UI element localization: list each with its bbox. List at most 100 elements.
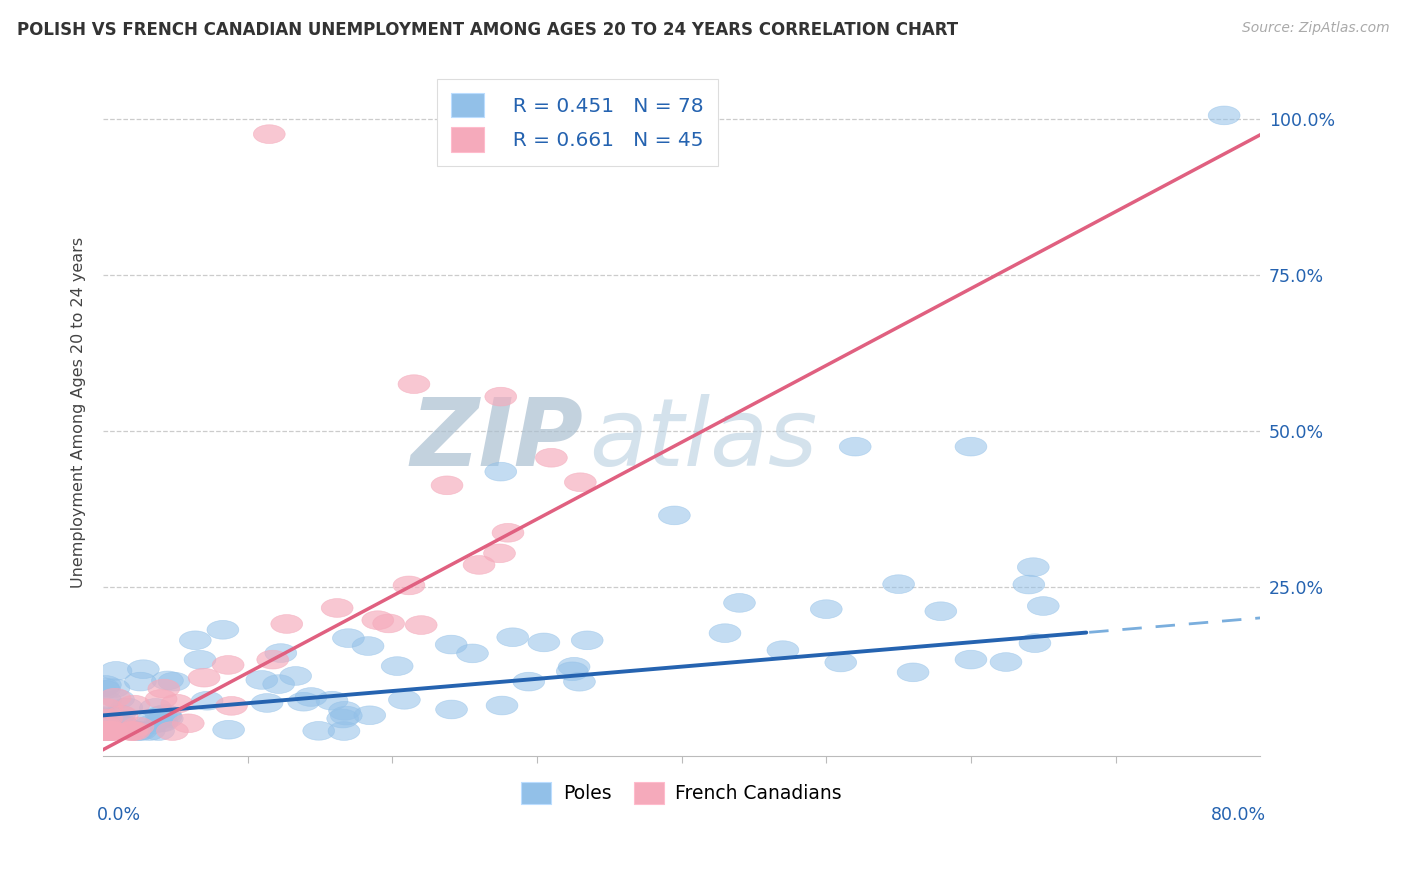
Ellipse shape — [108, 717, 141, 736]
Text: atlas: atlas — [589, 394, 817, 485]
Ellipse shape — [398, 375, 430, 393]
Ellipse shape — [156, 722, 188, 740]
Ellipse shape — [709, 624, 741, 642]
Ellipse shape — [180, 631, 211, 649]
Ellipse shape — [122, 717, 153, 736]
Ellipse shape — [1028, 597, 1059, 615]
Ellipse shape — [191, 691, 224, 710]
Text: 80.0%: 80.0% — [1211, 805, 1265, 823]
Ellipse shape — [93, 722, 125, 740]
Ellipse shape — [394, 576, 425, 595]
Ellipse shape — [810, 599, 842, 618]
Ellipse shape — [354, 706, 385, 724]
Ellipse shape — [94, 722, 127, 740]
Ellipse shape — [115, 722, 146, 740]
Ellipse shape — [825, 653, 856, 672]
Ellipse shape — [152, 709, 183, 728]
Ellipse shape — [571, 631, 603, 649]
Ellipse shape — [117, 722, 148, 740]
Ellipse shape — [93, 722, 125, 740]
Ellipse shape — [160, 694, 193, 713]
Ellipse shape — [897, 663, 929, 681]
Ellipse shape — [87, 722, 120, 740]
Ellipse shape — [1018, 558, 1049, 576]
Ellipse shape — [381, 657, 413, 675]
Ellipse shape — [91, 722, 122, 740]
Ellipse shape — [122, 722, 155, 740]
Ellipse shape — [212, 656, 245, 674]
Ellipse shape — [529, 633, 560, 652]
Ellipse shape — [373, 614, 405, 632]
Ellipse shape — [557, 662, 588, 681]
Ellipse shape — [513, 673, 544, 691]
Ellipse shape — [146, 713, 179, 732]
Ellipse shape — [955, 650, 987, 669]
Ellipse shape — [1019, 634, 1050, 653]
Ellipse shape — [184, 650, 217, 669]
Ellipse shape — [1208, 106, 1240, 125]
Ellipse shape — [134, 722, 165, 740]
Ellipse shape — [326, 709, 359, 728]
Ellipse shape — [89, 722, 120, 740]
Ellipse shape — [118, 695, 150, 714]
Ellipse shape — [215, 697, 247, 715]
Ellipse shape — [536, 449, 567, 467]
Ellipse shape — [955, 437, 987, 456]
Text: Source: ZipAtlas.com: Source: ZipAtlas.com — [1241, 21, 1389, 35]
Ellipse shape — [436, 700, 467, 719]
Ellipse shape — [135, 715, 167, 734]
Ellipse shape — [89, 722, 120, 740]
Ellipse shape — [125, 673, 156, 691]
Ellipse shape — [111, 698, 142, 717]
Ellipse shape — [93, 722, 124, 740]
Ellipse shape — [457, 644, 488, 663]
Ellipse shape — [321, 599, 353, 617]
Ellipse shape — [97, 722, 128, 740]
Ellipse shape — [883, 574, 914, 593]
Ellipse shape — [149, 705, 181, 723]
Ellipse shape — [658, 506, 690, 524]
Text: POLISH VS FRENCH CANADIAN UNEMPLOYMENT AMONG AGES 20 TO 24 YEARS CORRELATION CHA: POLISH VS FRENCH CANADIAN UNEMPLOYMENT A… — [17, 21, 957, 38]
Ellipse shape — [564, 673, 595, 691]
Ellipse shape — [87, 722, 120, 740]
Ellipse shape — [96, 722, 128, 740]
Ellipse shape — [118, 722, 150, 740]
Y-axis label: Unemployment Among Ages 20 to 24 years: Unemployment Among Ages 20 to 24 years — [72, 236, 86, 588]
Ellipse shape — [90, 691, 121, 710]
Ellipse shape — [139, 698, 172, 717]
Ellipse shape — [463, 556, 495, 574]
Ellipse shape — [150, 707, 181, 726]
Ellipse shape — [271, 615, 302, 633]
Ellipse shape — [89, 708, 120, 727]
Ellipse shape — [104, 705, 135, 723]
Ellipse shape — [90, 709, 122, 728]
Ellipse shape — [90, 716, 122, 735]
Ellipse shape — [128, 660, 159, 679]
Ellipse shape — [103, 714, 134, 733]
Ellipse shape — [263, 674, 295, 693]
Ellipse shape — [105, 714, 138, 732]
Ellipse shape — [436, 635, 467, 654]
Ellipse shape — [93, 722, 125, 740]
Ellipse shape — [839, 437, 872, 456]
Ellipse shape — [157, 673, 190, 691]
Ellipse shape — [405, 615, 437, 634]
Ellipse shape — [485, 387, 516, 406]
Ellipse shape — [388, 690, 420, 709]
Ellipse shape — [264, 644, 297, 663]
Ellipse shape — [87, 722, 120, 740]
Ellipse shape — [98, 689, 131, 707]
Ellipse shape — [252, 694, 283, 713]
Ellipse shape — [328, 722, 360, 740]
Ellipse shape — [100, 662, 132, 681]
Ellipse shape — [485, 462, 516, 481]
Ellipse shape — [212, 721, 245, 739]
Ellipse shape — [361, 611, 394, 630]
Ellipse shape — [925, 602, 956, 621]
Ellipse shape — [329, 701, 360, 720]
Ellipse shape — [107, 706, 138, 725]
Ellipse shape — [145, 690, 177, 708]
Ellipse shape — [89, 706, 121, 725]
Ellipse shape — [188, 668, 219, 687]
Ellipse shape — [280, 666, 312, 685]
